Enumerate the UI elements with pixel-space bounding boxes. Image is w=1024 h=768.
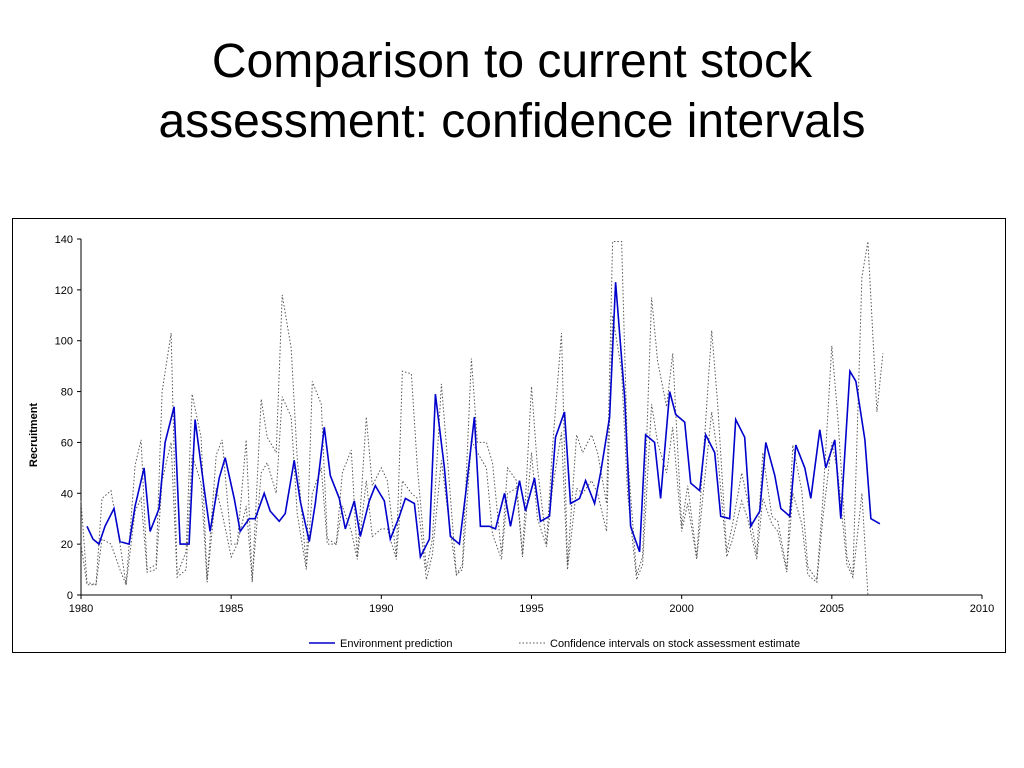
- y-tick-label: 60: [61, 437, 73, 449]
- title-line-1: Comparison to current stock: [211, 35, 813, 88]
- y-tick-label: 80: [61, 387, 73, 399]
- recruitment-chart: 0 20 40 60 80 100 120 140 1980 1985 1990 1995 2000 20…: [28, 234, 995, 650]
- x-tick-label: 2010: [970, 603, 994, 615]
- y-tick-label: 20: [61, 539, 73, 551]
- chart-frame: 0 20 40 60 80 100 120 140 1980 1985 1990 1995 2000 20…: [12, 218, 1006, 653]
- legend-item-environment-prediction: Environment prediction: [309, 638, 453, 650]
- y-axis-title: Recruitment: [28, 403, 40, 468]
- y-tick-label: 120: [55, 285, 73, 297]
- legend-label: Environment prediction: [340, 638, 453, 650]
- y-tick-label: 140: [55, 234, 73, 246]
- x-tick-label: 1995: [519, 603, 543, 615]
- y-tick-label: 100: [55, 336, 73, 348]
- slide-title: Comparison to current stock assessment: …: [40, 32, 984, 152]
- legend-label: Confidence intervals on stock assessment…: [550, 638, 800, 650]
- x-tick-label: 1985: [219, 603, 243, 615]
- plot-series: [80, 241, 884, 596]
- legend-item-confidence-intervals: Confidence intervals on stock assessment…: [519, 638, 800, 650]
- x-tick-label: 2005: [820, 603, 844, 615]
- y-tick-label: 0: [67, 590, 73, 602]
- series-line-confidence-upper: [80, 241, 884, 586]
- y-tick-label: 40: [61, 488, 73, 500]
- x-tick-label: 1980: [69, 603, 93, 615]
- series-line-environment-prediction: [86, 282, 881, 560]
- plot-axes: 0 20 40 60 80 100 120 140 1980 1985 1990 1995 2000 20…: [55, 234, 995, 615]
- x-tick-label: 1990: [369, 603, 393, 615]
- x-tick-label: 2000: [669, 603, 693, 615]
- title-line-2: assessment: confidence intervals: [158, 95, 866, 148]
- legend: Environment prediction Confidence interva…: [309, 638, 800, 650]
